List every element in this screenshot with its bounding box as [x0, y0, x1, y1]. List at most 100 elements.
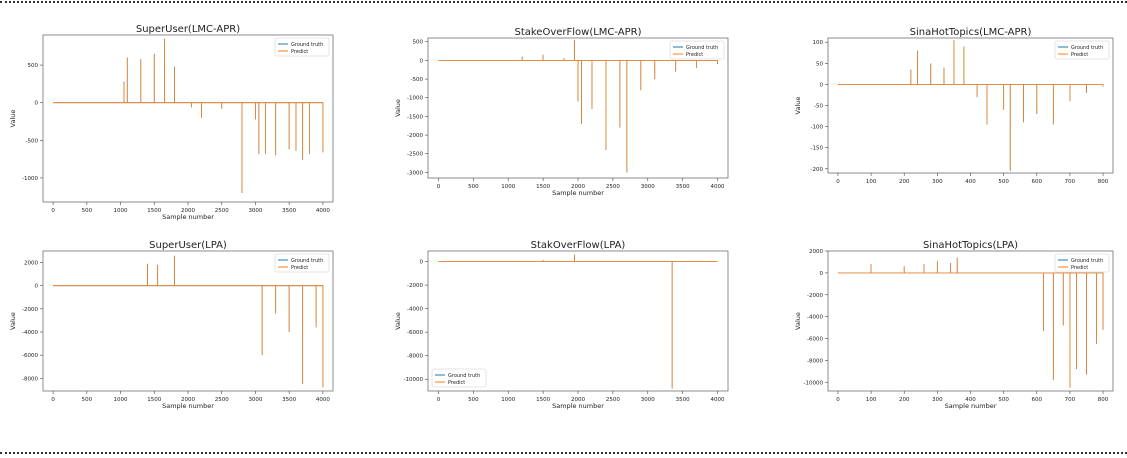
series-line-predict [837, 40, 1104, 171]
legend-label: Ground truth [686, 45, 718, 51]
legend-box [1054, 253, 1110, 273]
y-tick-label: -4000 [807, 315, 823, 321]
x-axis-label: Sample number [162, 402, 214, 410]
bottom-dotted-border [0, 452, 1127, 454]
y-tick-label: 0 [820, 82, 824, 88]
chart-title: StakeOverFlow(LMC-APR) [514, 27, 641, 38]
legend-box [1054, 40, 1110, 60]
x-tick-label: 3000 [248, 397, 262, 403]
y-axis-label: Value [394, 99, 402, 117]
x-tick-label: 300 [932, 397, 943, 403]
y-tick-label: -8000 [22, 376, 38, 382]
y-axis-label: Value [794, 97, 802, 115]
x-tick-label: 500 [468, 397, 479, 403]
y-axis-label: Value [794, 312, 802, 330]
legend-label: Ground truth [291, 258, 323, 264]
x-tick-label: 1500 [147, 208, 161, 214]
y-tick-label: -6000 [22, 353, 38, 359]
series-line-ground-truth [438, 39, 718, 173]
x-tick-label: 500 [82, 208, 93, 214]
legend-label: Predict [291, 49, 308, 55]
chart-sinahottopics-lpa: SinaHotTopics(LPA) 0 100 200 300 400 500 600 700… [794, 240, 1114, 410]
y-tick-label: 0 [820, 271, 824, 277]
x-tick-label: 2500 [606, 397, 620, 403]
legend-box [669, 40, 725, 60]
chart-title: StakOverFlow(LPA) [531, 240, 626, 251]
series-line-predict [53, 256, 324, 388]
series-line-ground-truth [53, 255, 324, 388]
x-tick-label: 3000 [641, 184, 655, 190]
y-tick-label: -2000 [807, 293, 823, 299]
x-tick-label: 1500 [536, 184, 550, 190]
chart-title: SuperUser(LMC-APR) [136, 24, 240, 35]
x-tick-label: 800 [1098, 397, 1109, 403]
x-tick-label: 600 [1032, 397, 1043, 403]
x-axis-label: Sample number [162, 213, 214, 221]
x-axis-label: Sample number [552, 189, 604, 197]
y-tick-label: -3000 [407, 170, 423, 176]
series-line-ground-truth [53, 38, 324, 193]
y-tick-label: -1500 [407, 114, 423, 120]
legend-label: Ground truth [291, 42, 323, 48]
y-tick-label: -500 [411, 77, 424, 83]
x-tick-label: 1500 [147, 397, 161, 403]
y-tick-label: 500 [28, 63, 39, 69]
x-tick-label: 1500 [536, 397, 550, 403]
x-tick-label: 1000 [501, 397, 515, 403]
x-tick-label: 0 [437, 397, 441, 403]
x-tick-label: 200 [899, 397, 910, 403]
y-axis-label: Value [394, 312, 402, 330]
x-tick-label: 3500 [676, 184, 690, 190]
x-axis-label: Sample number [945, 402, 997, 410]
series-line-predict [438, 254, 718, 389]
x-tick-label: 700 [1065, 179, 1076, 185]
chart-title: SuperUser(LPA) [149, 240, 227, 251]
legend-box [274, 37, 330, 57]
series-line-predict [837, 257, 1104, 388]
y-tick-label: -100 [811, 125, 824, 131]
x-tick-label: 500 [82, 397, 93, 403]
y-tick-label: -8000 [807, 358, 823, 364]
legend-label: Predict [291, 265, 308, 271]
y-tick-label: -2000 [407, 283, 423, 289]
x-tick-label: 2500 [606, 184, 620, 190]
legend-label: Predict [1071, 265, 1088, 271]
y-tick-label: 0 [35, 101, 39, 107]
series-line-predict [438, 40, 718, 172]
x-tick-label: 100 [866, 179, 877, 185]
x-tick-label: 3500 [282, 397, 296, 403]
x-tick-label: 1000 [114, 208, 128, 214]
x-tick-label: 400 [965, 397, 976, 403]
x-tick-label: 200 [899, 179, 910, 185]
y-tick-label: -1000 [407, 96, 423, 102]
series-line-predict [53, 39, 324, 192]
y-tick-label: 50 [816, 61, 823, 67]
series-group [837, 257, 1104, 388]
x-tick-label: 2000 [181, 208, 195, 214]
x-tick-label: 2000 [571, 397, 585, 403]
chart-stakoverflow-lpa: StakOverFlow(LPA) 0 500 1000 1500 2000 2500 300… [394, 240, 729, 410]
y-tick-label: -10000 [804, 380, 824, 386]
x-tick-label: 600 [1032, 179, 1043, 185]
chart-superuser-lmc-apr: SuperUser(LMC-APR) 0 500 1000 1500 2000 2500 30… [9, 24, 334, 221]
x-tick-label: 100 [866, 397, 877, 403]
x-tick-label: 0 [51, 208, 55, 214]
x-tick-label: 3500 [676, 397, 690, 403]
x-tick-label: 3500 [282, 208, 296, 214]
x-tick-label: 500 [998, 397, 1009, 403]
legend-label: Ground truth [448, 373, 480, 379]
series-group [438, 39, 718, 173]
y-tick-label: 0 [420, 260, 424, 266]
x-tick-label: 1000 [501, 184, 515, 190]
series-group [438, 254, 718, 389]
legend-label: Predict [686, 52, 703, 58]
legend-label: Ground truth [1071, 258, 1103, 264]
series-group [53, 38, 324, 193]
series-line-ground-truth [837, 40, 1104, 171]
x-tick-label: 2500 [215, 208, 229, 214]
y-tick-label: 2000 [24, 261, 38, 267]
y-tick-label: -4000 [22, 330, 38, 336]
legend-label: Predict [448, 380, 465, 386]
y-tick-label: -8000 [407, 354, 423, 360]
x-tick-label: 500 [468, 184, 479, 190]
